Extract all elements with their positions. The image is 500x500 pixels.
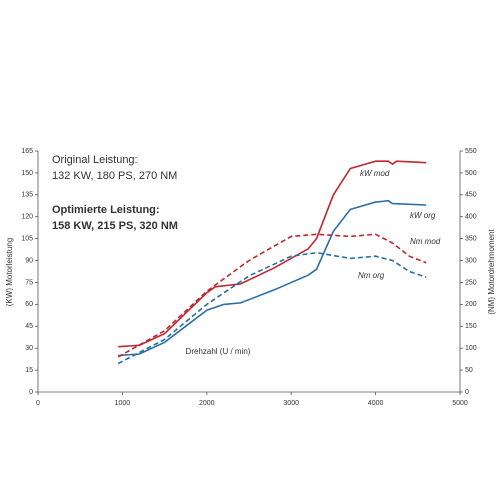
x-tick-label: 4000: [368, 400, 384, 407]
y-axis-label: (KW) Motorleistung: [5, 238, 14, 306]
y2-tick-label: 200: [465, 301, 477, 308]
y-tick-label: 105: [21, 235, 33, 242]
y2-tick-label: 50: [465, 367, 473, 374]
y-tick-label: 135: [21, 192, 33, 199]
annotation: Original Leistung:: [52, 154, 138, 166]
y-tick-label: 0: [29, 389, 33, 396]
y2-tick-label: 100: [465, 345, 477, 352]
series-line: [118, 199, 427, 357]
y2-tick-label: 450: [465, 192, 477, 199]
y2-tick-label: 0: [465, 389, 469, 396]
x-tick-label: 1000: [115, 400, 131, 407]
y-tick-label: 75: [25, 279, 33, 286]
x-tick-label: 5000: [452, 400, 468, 407]
annotation: 158 KW, 215 PS, 320 NM: [52, 220, 178, 232]
x-axis-label: Drehzahl (U / min): [186, 347, 251, 356]
series-line: [117, 233, 427, 358]
x-tick-label: 3000: [283, 400, 299, 407]
legend-label: kW mod: [360, 169, 390, 178]
legend-label: Nm org: [358, 271, 385, 280]
y-tick-label: 165: [21, 148, 33, 155]
legend-label: kW org: [410, 211, 436, 220]
annotation: Optimierte Leistung:: [52, 204, 160, 216]
y2-tick-label: 350: [465, 235, 477, 242]
y-tick-label: 60: [25, 301, 33, 308]
y-tick-label: 90: [25, 257, 33, 264]
y2-tick-label: 400: [465, 214, 477, 221]
x-tick-label: 0: [36, 400, 40, 407]
series-line: [118, 160, 427, 348]
y2-tick-label: 550: [465, 148, 477, 155]
series-line: [117, 251, 427, 365]
y-tick-label: 45: [25, 323, 33, 330]
legend-label: Nm mod: [410, 237, 441, 246]
y2-tick-label: 500: [465, 170, 477, 177]
y-tick-label: 150: [21, 170, 33, 177]
y2-tick-label: 150: [465, 323, 477, 330]
annotation: 132 KW, 180 PS, 270 NM: [52, 170, 177, 182]
x-tick-label: 2000: [199, 400, 215, 407]
y2-tick-label: 250: [465, 279, 477, 286]
y-tick-label: 15: [25, 367, 33, 374]
y-tick-label: 30: [25, 345, 33, 352]
y2-tick-label: 300: [465, 257, 477, 264]
y-tick-label: 120: [21, 214, 33, 221]
y2-axis-label: (NM) Motordrehmoment: [487, 229, 496, 315]
